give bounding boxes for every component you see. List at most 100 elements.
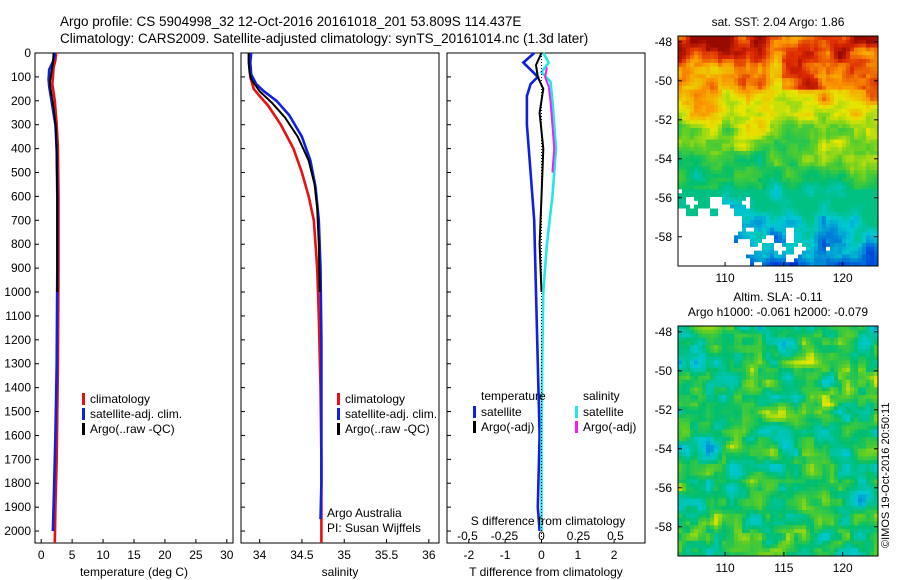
sst-map-panel: -48 -50 -52 -54 -56 -58 110 115 120 sat. SST: 2.0…	[655, 15, 879, 285]
series-line-salinity-argo-adj-	[544, 67, 556, 173]
x-tick-label: -2	[463, 548, 474, 562]
x-tick-label: 36	[422, 548, 436, 562]
y-tick-label: 800	[11, 237, 31, 251]
plot-frame	[446, 52, 646, 544]
legend-swatch	[337, 408, 340, 420]
top-tick-label: -0.25	[491, 529, 519, 543]
header-line2: Climatology: CARS2009. Satellite-adjuste…	[60, 31, 588, 46]
map-y-tick-label: -54	[655, 442, 673, 456]
map-frame	[677, 325, 879, 557]
y-tick-label: 600	[11, 189, 31, 203]
x-tick-label: 30	[220, 548, 234, 562]
map-y-tick-label: -52	[655, 113, 673, 127]
header-line1: Argo profile: CS 5904998_32 12-Oct-2016 …	[60, 14, 521, 29]
sla-map-title: Altim. SLA: -0.11	[733, 290, 822, 304]
x-tick-label: 20	[158, 548, 172, 562]
map-y-tick-label: -56	[655, 481, 673, 495]
map-x-tick-label: 120	[833, 271, 853, 285]
legend-swatch	[473, 421, 476, 433]
map-y-tick-label: -48	[655, 35, 673, 49]
y-tick-label: 1800	[4, 476, 31, 490]
plot-frame	[240, 52, 440, 544]
y-tick-label: 300	[11, 118, 31, 132]
plot-frame	[34, 52, 234, 544]
map-y-tick-label: -50	[655, 364, 673, 378]
series-line-temperature-satellite	[521, 52, 541, 532]
legend-label: Argo(..raw -QC)	[345, 422, 430, 436]
temperature-panel: 0100200300400500600700800900100011001200…	[4, 46, 234, 579]
legend-label: climatology	[90, 392, 150, 406]
y-tick-label: 1300	[4, 357, 31, 371]
x-axis-label: salinity	[322, 565, 359, 579]
series-line-salinity-satellite	[539, 52, 558, 531]
map-cells	[678, 326, 879, 557]
x-tick-label: 35	[338, 548, 352, 562]
y-tick-label: 900	[11, 261, 31, 275]
map-cells	[678, 36, 879, 267]
series-line-climatology	[248, 53, 323, 543]
legend-swatch	[82, 423, 85, 435]
y-tick-label: 200	[11, 94, 31, 108]
y-tick-label: 0	[24, 46, 31, 60]
top-axis-label: S difference from climatology	[471, 514, 626, 528]
legend-label: Argo(-adj)	[481, 420, 534, 434]
legend-label: satellite-adj. clim.	[345, 407, 437, 421]
legend-label: climatology	[345, 392, 405, 406]
x-tick-label: 35.5	[375, 548, 399, 562]
y-tick-label: 1500	[4, 405, 31, 419]
series-line-argo-raw-qc-	[48, 52, 59, 292]
x-tick-label: -1	[500, 548, 511, 562]
legend-header-temperature: temperature	[481, 389, 546, 403]
y-tick-label: 500	[11, 166, 31, 180]
x-tick-label: 0	[538, 548, 545, 562]
y-tick-label: 1400	[4, 381, 31, 395]
map-x-tick-label: 120	[833, 561, 853, 575]
map-x-tick-label: 110	[715, 271, 734, 285]
map-y-tick-label: -58	[655, 230, 673, 244]
y-tick-label: 2000	[4, 524, 31, 538]
map-frame	[677, 35, 879, 267]
map-y-tick-label: -58	[655, 520, 673, 534]
credit-line1: Argo Australia	[327, 506, 402, 520]
x-tick-label: 15	[127, 548, 141, 562]
legend-label: Argo(..raw -QC)	[90, 422, 175, 436]
legend-swatch	[575, 406, 578, 418]
x-tick-label: 0	[38, 548, 45, 562]
x-tick-label: 2	[611, 548, 618, 562]
top-tick-label: 0.5	[607, 529, 624, 543]
x-tick-label: 1	[574, 548, 581, 562]
credit-line2: PI: Susan Wijffels	[327, 521, 421, 535]
x-tick-label: 34.5	[290, 548, 314, 562]
series-line-temperature-argo-adj-	[534, 52, 545, 293]
legend-swatch	[82, 393, 85, 405]
top-tick-label: 0.25	[567, 529, 591, 543]
y-tick-label: 1000	[4, 285, 31, 299]
y-tick-label: 1600	[4, 428, 31, 442]
legend-swatch	[337, 393, 340, 405]
x-tick-label: 25	[189, 548, 203, 562]
sla-map-panel: -48 -50 -52 -54 -56 -58 110 115 120 Altim. SLA: -…	[655, 290, 879, 575]
top-tick-label: 0	[538, 529, 545, 543]
series-line-satellite-adj-clim-	[248, 52, 323, 520]
x-axis-label: temperature (deg C)	[80, 565, 188, 579]
imos-stamp: ©IMOS 19-Oct-2016 20:50:11	[880, 403, 892, 548]
legend-label: Argo(-adj)	[583, 420, 636, 434]
y-tick-label: 100	[11, 70, 31, 84]
legend-swatch	[575, 421, 578, 433]
y-tick-label: 1700	[4, 452, 31, 466]
map-y-tick-label: -54	[655, 152, 673, 166]
map-y-tick-label: -50	[655, 74, 673, 88]
salinity-panel: 34 34.5 35 35.5 36 salinity climatologysatelli…	[240, 52, 440, 579]
map-y-tick-label: -48	[655, 325, 673, 339]
legend-swatch	[337, 423, 340, 435]
map-x-tick-label: 110	[715, 561, 734, 575]
legend-label: satellite	[481, 405, 522, 419]
y-tick-label: 400	[11, 142, 31, 156]
map-y-tick-label: -52	[655, 403, 673, 417]
map-x-tick-label: 115	[774, 561, 793, 575]
top-tick-label: -0.5	[457, 529, 478, 543]
y-tick-label: 1100	[5, 309, 31, 323]
legend-label: satellite	[583, 405, 624, 419]
legend-swatch	[473, 406, 476, 418]
